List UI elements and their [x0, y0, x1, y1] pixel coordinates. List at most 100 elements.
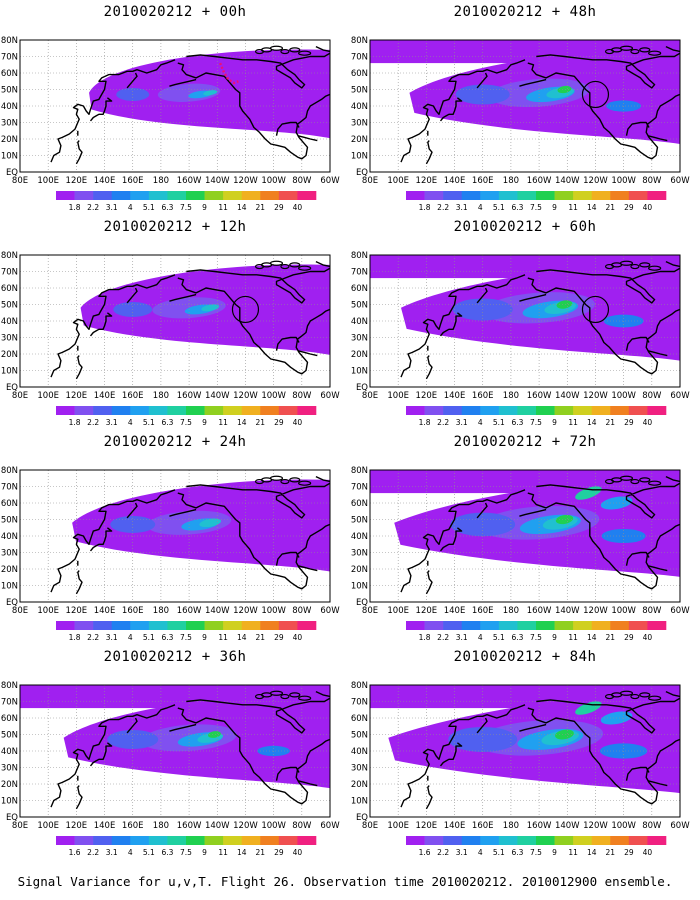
x-tick-label: 160E: [122, 391, 144, 401]
colorbar-label: 2.2: [87, 633, 99, 642]
variance-field: [20, 685, 330, 789]
y-tick-label: 20N: [351, 135, 368, 145]
map-frame: [19, 39, 331, 173]
coastlines: [50, 475, 330, 595]
colorbar-swatch: [628, 406, 648, 415]
colorbar-swatch: [297, 621, 317, 630]
colorbar-label: 21: [256, 848, 266, 857]
y-tick-label: 20N: [1, 350, 18, 360]
y-tick-label: 40N: [1, 317, 18, 327]
map-panel: 2010020212 + 84h 80N 70N 60N 50N 40N 30N 20N 10N…: [350, 645, 700, 860]
x-tick-label: 100W: [611, 821, 636, 831]
colorbar-swatch: [647, 406, 667, 415]
x-tick-label: 100W: [261, 606, 286, 616]
colorbar-label: 11: [218, 418, 228, 427]
y-tick-label: 70N: [351, 53, 368, 63]
x-tick-label: 80W: [642, 606, 662, 616]
x-tick-label: 160E: [472, 606, 494, 616]
y-tick-label: 60N: [351, 714, 368, 724]
colorbar-label: 7.5: [180, 633, 192, 642]
colorbar-swatch: [74, 621, 94, 630]
colorbar-swatch: [443, 191, 463, 200]
y-tick-label: 60N: [351, 284, 368, 294]
x-tick-label: 120E: [66, 176, 88, 186]
y-tick-label: 80N: [1, 251, 18, 261]
colorbar-swatch: [186, 621, 205, 630]
x-tick-label: 100W: [261, 391, 286, 401]
colorbar-label: 2.2: [87, 848, 99, 857]
y-tick-label: 80N: [351, 36, 368, 46]
x-tick-label: 120W: [583, 176, 608, 186]
colorbar-swatch: [260, 191, 280, 200]
x-tick-label: 120E: [416, 391, 438, 401]
y-tick-label: EQ: [356, 383, 368, 393]
map-panel: 2010020212 + 00h 80N 70N 60N 50N 40N 30N 20N 10N…: [0, 0, 350, 215]
y-tick-label: EQ: [6, 168, 18, 178]
colorbar-label: 1.6: [419, 848, 431, 857]
colorbar-swatch: [223, 191, 243, 200]
x-tick-label: 60W: [670, 606, 690, 616]
colorbar-label: 4: [478, 633, 483, 642]
colorbar-label: 21: [606, 418, 616, 427]
x-tick-label: 180: [153, 176, 169, 186]
colorbar-swatch: [591, 191, 611, 200]
x-tick-label: 100E: [387, 176, 409, 186]
colorbar-label: 2.2: [87, 203, 99, 212]
colorbar-label: 3.1: [456, 848, 468, 857]
colorbar-label: 5.1: [493, 203, 505, 212]
colorbar-label: 4: [478, 848, 483, 857]
colorbar-label: 1.8: [69, 418, 81, 427]
x-tick-label: 120E: [416, 176, 438, 186]
colorbar-label: 7.5: [530, 418, 542, 427]
colorbar-label: 1.8: [419, 418, 431, 427]
colorbar-label: 40: [293, 848, 303, 857]
x-tick-label: 120E: [66, 391, 88, 401]
colorbar-swatch: [554, 406, 574, 415]
coastlines: [400, 45, 680, 165]
colorbar-swatch: [148, 621, 168, 630]
colorbar-swatch: [204, 406, 224, 415]
colorbar-label: 7.5: [530, 203, 542, 212]
y-tick-label: 30N: [1, 764, 18, 774]
colorbar-swatch: [111, 406, 131, 415]
colorbar-label: 3.1: [456, 203, 468, 212]
map-frame: [369, 39, 681, 173]
colorbar-swatch: [186, 191, 205, 200]
y-tick-label: 30N: [351, 549, 368, 559]
colorbar-label: 40: [293, 633, 303, 642]
colorbar-label: 29: [624, 418, 634, 427]
colorbar-swatch: [241, 621, 261, 630]
figure-caption: Signal Variance for u,v,T. Flight 26. Ob…: [17, 874, 673, 889]
y-tick-label: 10N: [1, 152, 18, 162]
colorbar-swatch: [498, 621, 518, 630]
colorbar-swatch: [167, 836, 187, 845]
colorbar-label: 2.2: [437, 633, 449, 642]
colorbar-swatch: [498, 836, 518, 845]
x-tick-label: 100E: [387, 606, 409, 616]
colorbar-label: 4: [128, 633, 133, 642]
colorbar-swatch: [461, 621, 481, 630]
colorbar-label: 40: [643, 848, 653, 857]
colorbar-label: 14: [587, 848, 597, 857]
y-tick-label: EQ: [6, 813, 18, 823]
colorbar-swatch: [628, 836, 648, 845]
x-tick-label: 120E: [66, 821, 88, 831]
colorbar-swatch: [536, 191, 555, 200]
colorbar-swatch: [647, 621, 667, 630]
x-tick-label: 180: [503, 821, 519, 831]
x-tick-label: 140E: [444, 176, 466, 186]
colorbar-label: 29: [274, 848, 284, 857]
y-tick-label: 20N: [351, 350, 368, 360]
colorbar-label: 5.1: [493, 633, 505, 642]
colorbar-swatch: [628, 621, 648, 630]
colorbar-swatch: [260, 621, 280, 630]
colorbar-label: 4: [128, 203, 133, 212]
colorbar-swatch: [424, 406, 444, 415]
map-frame: [369, 684, 681, 818]
y-tick-label: 70N: [1, 53, 18, 63]
colorbar-label: 11: [568, 203, 578, 212]
colorbar-label: 6.3: [161, 848, 173, 857]
